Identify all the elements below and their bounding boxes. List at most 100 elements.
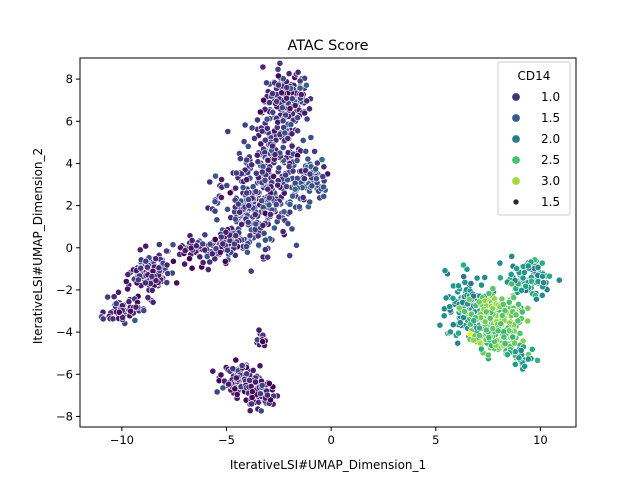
legend-title: CD14 <box>518 69 551 83</box>
scatter-point <box>470 336 477 344</box>
scatter-point <box>217 194 225 201</box>
scatter-point <box>201 231 209 239</box>
scatter-point <box>507 270 515 278</box>
scatter-point <box>248 161 256 169</box>
scatter-point <box>286 252 294 259</box>
x-tick-label: −5 <box>218 433 235 447</box>
scatter-point <box>99 315 107 323</box>
scatter-point <box>169 241 177 249</box>
scatter-point <box>494 327 502 335</box>
scatter-point <box>288 95 296 103</box>
scatter-point <box>254 232 262 240</box>
scatter-point <box>293 241 300 249</box>
scatter-point <box>446 303 453 311</box>
scatter-point <box>261 136 269 144</box>
scatter-point <box>181 247 189 254</box>
scatter-point <box>306 105 313 113</box>
scatter-point <box>303 115 311 123</box>
scatter-point <box>152 277 160 285</box>
scatter-point <box>206 240 214 248</box>
scatter-point <box>274 66 282 73</box>
scatter-point <box>274 181 282 189</box>
scatter-point <box>148 286 156 294</box>
scatter-point <box>261 246 269 253</box>
legend-hue-label: 2.5 <box>541 153 560 167</box>
scatter-point <box>258 168 266 176</box>
scatter-point <box>288 130 296 138</box>
scatter-point <box>279 117 287 125</box>
scatter-point <box>533 295 540 303</box>
scatter-point <box>181 260 188 268</box>
scatter-point <box>456 319 464 326</box>
scatter-point <box>519 274 527 282</box>
scatter-point <box>221 257 229 265</box>
y-tick-label: 2 <box>66 199 73 213</box>
scatter-point <box>149 298 157 306</box>
scatter-point <box>124 271 132 278</box>
scatter-point <box>294 68 302 76</box>
scatter-point <box>280 124 288 131</box>
scatter-point <box>263 79 270 87</box>
scatter-point <box>244 142 252 150</box>
scatter-point <box>320 183 327 191</box>
scatter-point <box>204 266 212 273</box>
scatter-point <box>293 157 301 164</box>
scatter-point <box>241 121 249 129</box>
scatter-point <box>164 270 172 277</box>
legend-hue-marker <box>511 134 521 144</box>
legend-size-label: 1.5 <box>541 195 560 209</box>
scatter-point <box>186 255 193 263</box>
scatter-point <box>460 273 468 280</box>
scatter-point <box>476 324 483 332</box>
scatter-point <box>224 205 231 213</box>
scatter-point <box>251 134 258 142</box>
scatter-point <box>546 272 553 280</box>
scatter-point <box>284 220 292 227</box>
scatter-point <box>509 333 517 341</box>
scatter-point <box>261 176 269 184</box>
scatter-point <box>528 277 535 285</box>
scatter-point <box>244 218 252 226</box>
scatter-point <box>238 362 246 369</box>
scatter-point <box>264 253 272 261</box>
scatter-point <box>275 81 282 89</box>
scatter-point <box>232 169 240 177</box>
scatter-point <box>208 250 216 258</box>
y-tick-label: 0 <box>66 241 73 255</box>
scatter-point <box>287 121 295 128</box>
scatter-point <box>282 111 290 119</box>
scatter-point <box>296 84 304 92</box>
scatter-point <box>269 108 277 116</box>
scatter-point <box>522 282 530 290</box>
scatter-point <box>225 380 232 388</box>
legend-hue-label: 1.0 <box>541 90 560 104</box>
scatter-point <box>286 105 294 112</box>
scatter-point <box>280 208 288 216</box>
scatter-point <box>496 274 504 282</box>
scatter-point <box>243 248 251 256</box>
scatter-point <box>234 200 242 208</box>
axes-layer: −10 −5 0 5 10 −8 −6 −4 −2 0 2 4 6 8 <box>56 57 577 447</box>
scatter-point <box>223 182 231 189</box>
scatter-point <box>211 207 219 215</box>
x-axis-label: IterativeLSI#UMAP_Dimension_1 <box>230 458 426 472</box>
scatter-point <box>212 245 220 253</box>
scatter-point <box>242 243 250 250</box>
scatter-point <box>127 307 135 315</box>
scatter-point <box>289 192 296 200</box>
scatter-point <box>270 172 277 180</box>
scatter-point <box>440 312 448 320</box>
scatter-point <box>257 140 265 148</box>
legend-hue-marker <box>511 155 521 165</box>
scatter-point <box>265 194 273 202</box>
scatter-point <box>518 286 525 294</box>
scatter-point <box>229 365 237 372</box>
scatter-point <box>449 294 457 302</box>
scatter-point <box>115 308 123 316</box>
scatter-point <box>256 390 264 398</box>
scatter-point <box>461 307 468 315</box>
scatter-point <box>232 374 240 382</box>
scatter-point <box>252 220 260 228</box>
scatter-point <box>476 332 483 339</box>
scatter-point <box>240 138 248 145</box>
